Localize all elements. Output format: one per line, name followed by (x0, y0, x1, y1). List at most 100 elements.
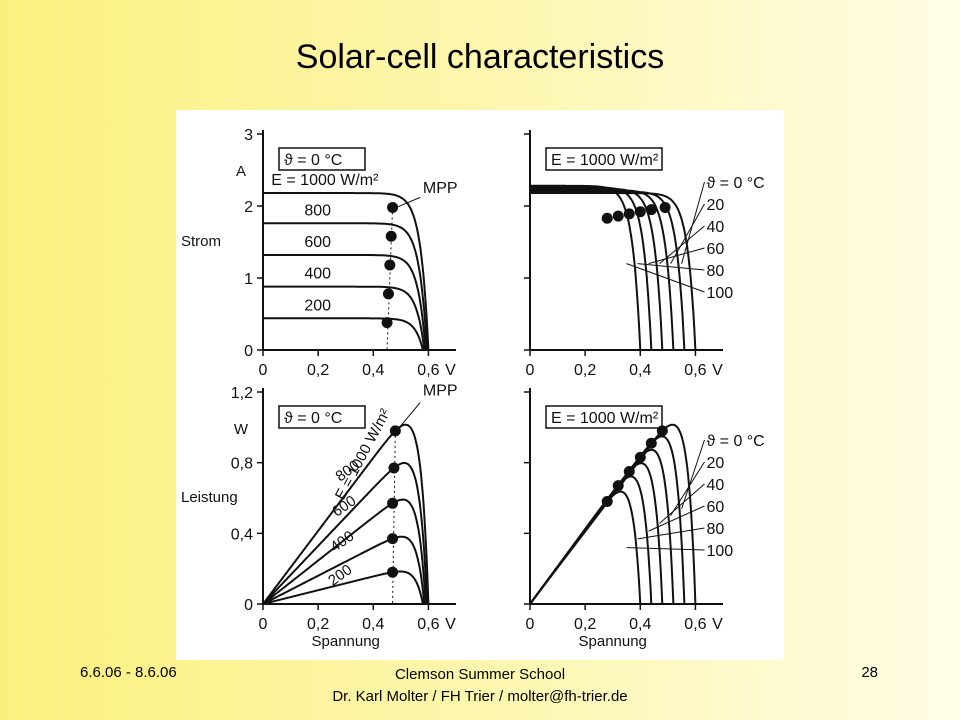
x-unit-label: V (712, 362, 723, 379)
series-curve (530, 184, 642, 351)
mpp-leader (399, 402, 421, 428)
condition-label: E = 1000 W/m² (551, 410, 659, 427)
series-leader (637, 527, 705, 540)
condition-box (278, 147, 366, 171)
x-tick-label: 0 (526, 616, 535, 633)
series-label: 100 (706, 285, 733, 302)
series-label: 600 (304, 234, 331, 251)
mpp-point (634, 451, 646, 463)
mpp-point (645, 437, 657, 449)
mpp-point (388, 462, 400, 474)
x-unit-label: V (445, 616, 456, 633)
x-axis-label: Spannung (312, 633, 380, 650)
series-label: 80 (706, 521, 724, 538)
mpp-point (384, 259, 396, 271)
mpp-point (601, 212, 613, 224)
series-label: 200 (304, 297, 331, 314)
page-number: 28 (861, 664, 878, 681)
series-label: 200 (325, 561, 355, 589)
mpp-leader (397, 196, 421, 208)
series-leader (637, 263, 705, 271)
series-label: 800 (304, 202, 331, 219)
y-tick-label: 3 (244, 127, 253, 144)
series-leader (659, 225, 705, 264)
y-tick-label: 0,8 (231, 456, 253, 473)
series-curve (530, 190, 686, 351)
series-label: 40 (706, 219, 724, 236)
y-axis-label: Strom (181, 233, 221, 250)
x-tick-label: 0,2 (307, 616, 329, 633)
series-curve (530, 187, 664, 351)
series-label: 400 (304, 266, 331, 283)
x-tick-label: 0,6 (417, 616, 439, 633)
mpp-point (382, 288, 394, 300)
series-label: 60 (706, 241, 724, 258)
footer-event: Clemson Summer School (394, 666, 566, 683)
series-leader (659, 483, 705, 524)
x-tick-label: 0,4 (629, 362, 651, 379)
mpp-point (387, 533, 399, 545)
series-curve (263, 254, 427, 351)
series-leader (648, 505, 705, 532)
series-label: 60 (706, 499, 724, 516)
series-curve (263, 192, 430, 351)
series-curve (530, 186, 653, 351)
condition-label: E = 1000 W/m² (551, 152, 659, 169)
mpp-point (612, 480, 624, 492)
y-tick-label: 2 (244, 199, 253, 216)
footer-credits: Clemson Summer School Dr. Karl Molter / … (0, 664, 960, 708)
x-tick-label: 0,2 (307, 362, 329, 379)
series-leader (670, 203, 705, 264)
condition-box (545, 405, 663, 429)
mpp-point (612, 210, 624, 222)
series-leader (626, 263, 705, 293)
series-leader (670, 461, 705, 516)
mpp-locus-line (386, 207, 394, 351)
condition-label: ϑ = 0 °C (284, 152, 342, 169)
x-tick-label: 0,4 (629, 616, 651, 633)
series-label: 80 (706, 263, 724, 280)
mpp-point (381, 317, 393, 329)
mpp-locus-line (392, 430, 396, 605)
series-label: ϑ = 0 °C (706, 175, 764, 192)
mpp-point (385, 230, 397, 242)
series-label: ϑ = 0 °C (706, 433, 764, 450)
series-leader (648, 247, 705, 265)
y-tick-label: 0 (244, 597, 253, 614)
series-curve (262, 462, 428, 605)
condition-box (545, 147, 663, 171)
solar-cell-charts: 0 0,2 0,4 0,6 V 0 1 2 3 A Strom ϑ = 0 °C E = 1000 W/… (181, 127, 765, 650)
y-unit-label: W (234, 421, 249, 438)
series-label: E = 1000 W/m² (271, 172, 379, 189)
series-leader (681, 439, 705, 509)
y-axis-label: Leistung (181, 489, 238, 506)
series-curve (262, 498, 427, 605)
mpp-tangent-line (529, 426, 666, 605)
x-tick-label: 0,2 (574, 362, 596, 379)
series-leader (681, 181, 705, 264)
footer-date: 6.6.06 - 8.6.06 (80, 664, 177, 681)
y-tick-label: 0 (244, 343, 253, 360)
y-tick-label: 0,4 (231, 526, 253, 543)
series-label: 40 (706, 477, 724, 494)
mpp-label: MPP (423, 180, 458, 197)
x-tick-label: 0 (526, 362, 535, 379)
series-curve (263, 285, 426, 351)
x-unit-label: V (445, 362, 456, 379)
series-curve (529, 490, 642, 605)
y-tick-label: 1 (244, 271, 253, 288)
y-tick-label: 1,2 (231, 385, 253, 402)
series-curve (529, 448, 675, 605)
x-tick-label: 0,4 (362, 616, 384, 633)
series-curve (529, 462, 664, 605)
series-curve (263, 317, 424, 351)
slide-title: Solar-cell characteristics (295, 38, 665, 76)
chart-panel: 0 0,2 0,4 0,6 V 0 1 2 3 A Strom ϑ = 0 °C E = 1000 W/… (176, 110, 784, 660)
x-tick-label: 0,6 (684, 616, 706, 633)
x-tick-label: 0 (259, 616, 268, 633)
series-curve (263, 222, 428, 351)
x-tick-label: 0,6 (684, 362, 706, 379)
series-curve (530, 189, 675, 351)
mpp-point (623, 466, 635, 477)
condition-box (278, 405, 366, 429)
